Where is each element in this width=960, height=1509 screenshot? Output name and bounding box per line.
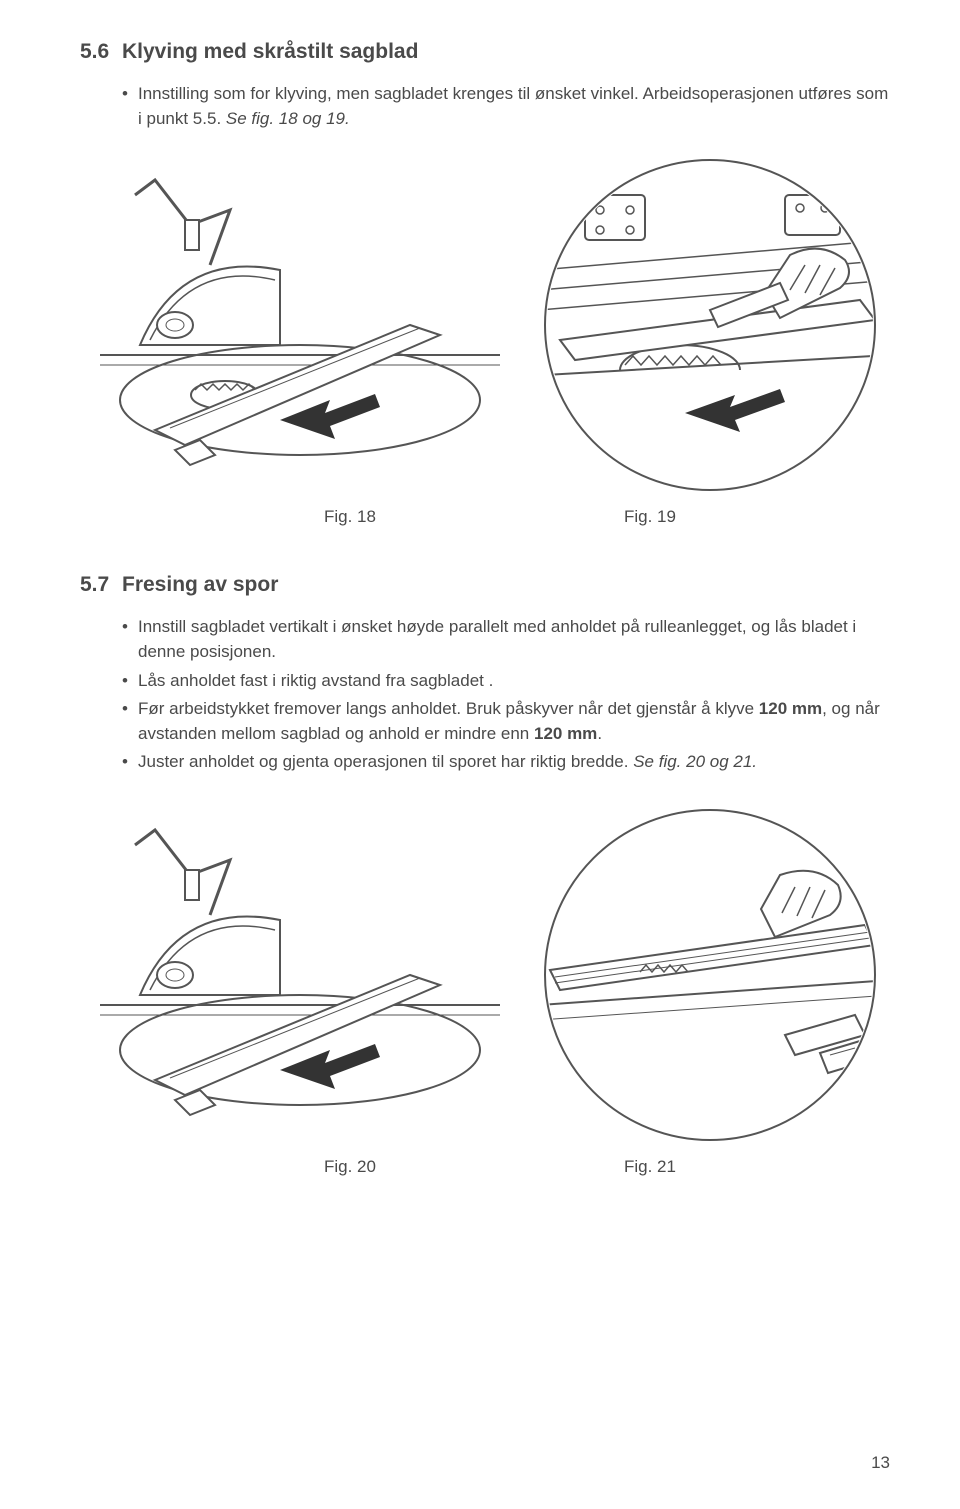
fig18-caption: Fig. 18 bbox=[324, 507, 376, 527]
bullet-text: Innstill sagbladet vertikalt i ønsket hø… bbox=[138, 617, 856, 661]
figure-19-svg bbox=[530, 155, 890, 495]
figure-row-18-19 bbox=[80, 155, 890, 495]
bullet-text: Lås anholdet fast i riktig avstand fra s… bbox=[138, 671, 493, 690]
fig-caption-row-18-19: Fig. 18 Fig. 19 bbox=[80, 507, 890, 527]
bullet-text-italic: Se fig. 18 og 19. bbox=[226, 109, 350, 128]
figure-21-svg bbox=[530, 805, 890, 1145]
figure-row-20-21 bbox=[80, 805, 890, 1145]
section-number: 5.6 bbox=[80, 40, 122, 64]
figure-20 bbox=[80, 820, 500, 1130]
figure-18 bbox=[80, 170, 500, 480]
section-title: Klyving med skråstilt sagblad bbox=[122, 40, 418, 63]
figure-20-svg bbox=[80, 820, 500, 1130]
section-heading-5-7: 5.7Fresing av spor bbox=[80, 573, 890, 597]
list-item: Innstilling som for klyving, men sagblad… bbox=[122, 82, 890, 131]
list-item: Juster anholdet og gjenta operasjonen ti… bbox=[122, 750, 890, 775]
bullet-text-italic: Se fig. 20 og 21. bbox=[633, 752, 757, 771]
bullet-text-bold: 120 mm bbox=[759, 699, 822, 718]
bullet-text-bold: 120 mm bbox=[534, 724, 597, 743]
fig21-caption: Fig. 21 bbox=[624, 1157, 676, 1177]
bullet-text: . bbox=[597, 724, 602, 743]
section-heading-5-6: 5.6Klyving med skråstilt sagblad bbox=[80, 40, 890, 64]
bullet-list-5-6: Innstilling som for klyving, men sagblad… bbox=[80, 82, 890, 131]
section-number: 5.7 bbox=[80, 573, 122, 597]
figure-21 bbox=[530, 805, 890, 1145]
figure-19 bbox=[530, 155, 890, 495]
fig20-caption: Fig. 20 bbox=[324, 1157, 376, 1177]
bullet-text: Før arbeidstykket fremover langs anholde… bbox=[138, 699, 759, 718]
page-number: 13 bbox=[871, 1453, 890, 1473]
bullet-list-5-7: Innstill sagbladet vertikalt i ønsket hø… bbox=[80, 615, 890, 775]
list-item: Innstill sagbladet vertikalt i ønsket hø… bbox=[122, 615, 890, 664]
section-title: Fresing av spor bbox=[122, 573, 278, 596]
list-item: Før arbeidstykket fremover langs anholde… bbox=[122, 697, 890, 746]
bullet-text: Juster anholdet og gjenta operasjonen ti… bbox=[138, 752, 633, 771]
fig-caption-row-20-21: Fig. 20 Fig. 21 bbox=[80, 1157, 890, 1177]
fig19-caption: Fig. 19 bbox=[624, 507, 676, 527]
list-item: Lås anholdet fast i riktig avstand fra s… bbox=[122, 669, 890, 694]
figure-18-svg bbox=[80, 170, 500, 480]
